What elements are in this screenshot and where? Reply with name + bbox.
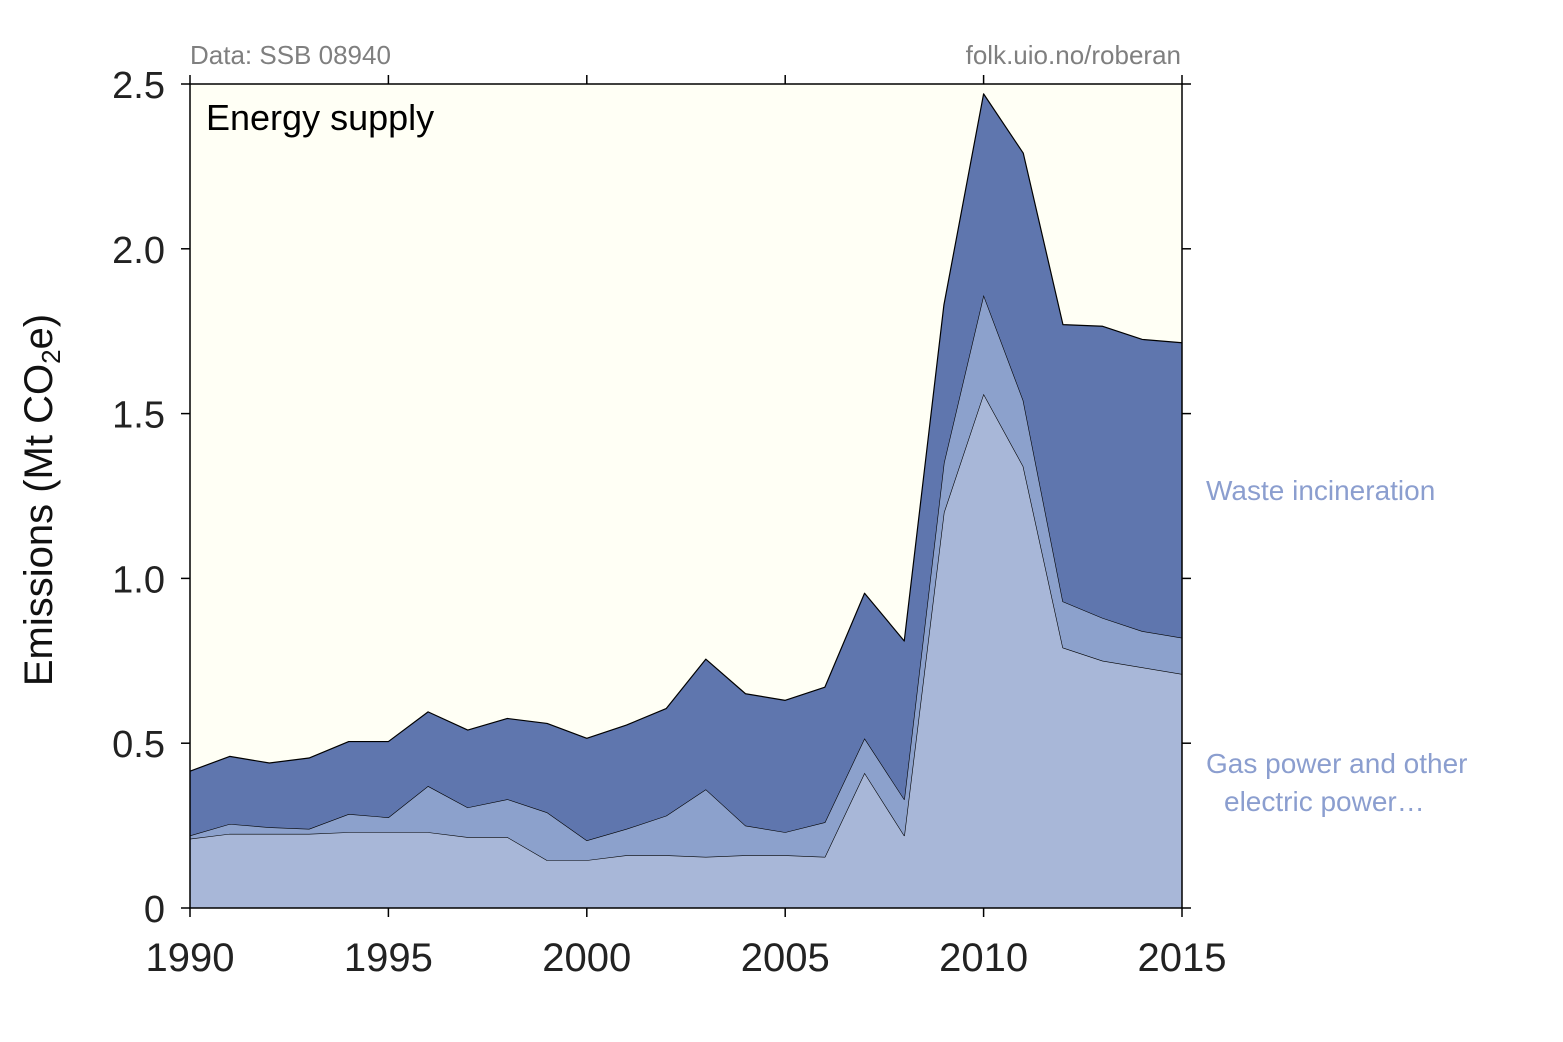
plot-frame-rect xyxy=(189,83,1183,909)
x-tick-label: 2010 xyxy=(939,936,1028,980)
area-boundary-line-2 xyxy=(189,93,1183,772)
area-series-0 xyxy=(190,393,1182,908)
area-series-2 xyxy=(190,93,1182,841)
y-tick-label: 2.5 xyxy=(112,65,165,107)
website-label: folk.uio.no/roberan xyxy=(966,40,1181,70)
chart-title: Energy supply xyxy=(206,97,434,138)
x-tick-label: 1995 xyxy=(344,936,433,980)
source-label: Data: SSB 08940 xyxy=(190,40,391,70)
x-tick-label: 1990 xyxy=(146,936,235,980)
stacked-areas xyxy=(189,93,1183,908)
series-label-0-line-1: electric power… xyxy=(1224,786,1425,817)
y-axis-label-end: e) xyxy=(17,314,61,350)
tick-labels: 1990 1995 2000 2005 2010 2015 0 0.5 1.0 1.5 2.0 2.5 xyxy=(112,65,1226,980)
y-axis-label: Emissions (Mt CO2e) xyxy=(17,314,66,686)
y-tick-label: 0 xyxy=(144,889,165,931)
x-tick-label: 2000 xyxy=(542,936,631,980)
series-label-2-line-0: Waste incineration xyxy=(1206,475,1435,506)
series-label-0-line-0: Gas power and other xyxy=(1206,748,1468,779)
x-tick-label: 2005 xyxy=(741,936,830,980)
y-axis-label-main: Emissions (Mt CO xyxy=(17,364,61,686)
plot-frame xyxy=(189,83,1183,909)
y-tick-label: 1.0 xyxy=(112,559,165,601)
y-tick-label: 2.0 xyxy=(112,230,165,272)
y-tick-label: 0.5 xyxy=(112,724,165,766)
x-tick-label: 2015 xyxy=(1138,936,1227,980)
series-labels: Gas power and other electric power… Waste … xyxy=(1206,475,1468,817)
y-tick-label: 1.5 xyxy=(112,395,165,437)
axis-ticks xyxy=(181,75,1191,917)
y-axis-label-subscript: 2 xyxy=(36,349,66,363)
